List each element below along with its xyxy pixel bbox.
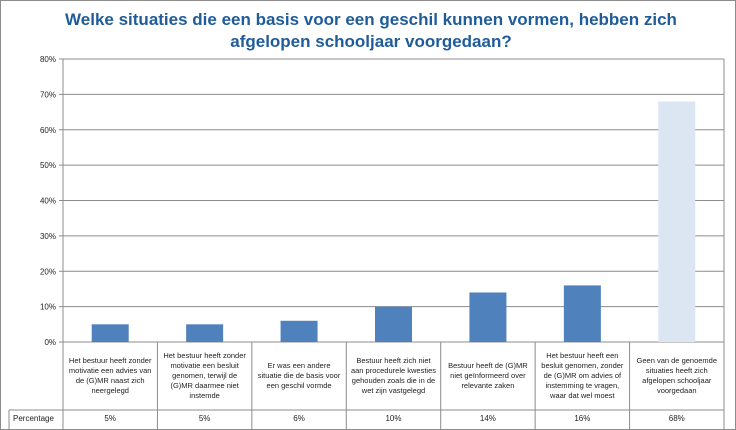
x-category-label: Het bestuur heeft zonder motivatie een b… [163, 351, 246, 400]
bar [563, 285, 601, 342]
data-table-value: 10% [385, 414, 402, 423]
data-table-value: 5% [104, 414, 116, 423]
y-tick-label: 60% [40, 126, 56, 135]
data-table-value: 6% [293, 414, 305, 423]
y-tick-label: 50% [40, 161, 56, 170]
bar [658, 101, 696, 342]
data-table-value: 68% [668, 414, 685, 423]
x-category-label: Bestuur heeft de (G)MR niet geïnformeerd… [448, 361, 528, 390]
bar [186, 324, 224, 342]
data-table-value: 5% [198, 414, 211, 423]
chart-title: Welke situaties die een basis voor een g… [65, 10, 677, 51]
y-tick-label: 40% [40, 197, 56, 206]
data-table-value: 14% [479, 414, 496, 423]
y-tick-label: 10% [40, 303, 56, 312]
bar [469, 292, 507, 342]
y-tick-label: 30% [40, 232, 56, 241]
bar [91, 324, 129, 342]
y-tick-label: 80% [40, 55, 56, 64]
x-category-label: Er was een andere situatie die de basis … [257, 361, 341, 390]
y-tick-label: 20% [40, 267, 56, 276]
x-category-label: Bestuur heeft zich niet aan procedurele … [350, 356, 437, 395]
x-category-label: Geen van de genoemde situaties heeft zic… [636, 356, 718, 395]
x-category-label: Het bestuur heeft een besluit genomen, z… [541, 351, 624, 400]
data-table-series-label: Percentage [13, 414, 54, 423]
y-tick-label: 0% [44, 338, 56, 347]
x-category-label: Het bestuur heeft zonder motivatie een a… [68, 356, 152, 395]
bar [375, 306, 412, 342]
y-tick-label: 70% [40, 90, 56, 99]
data-table-value: 16% [574, 414, 591, 423]
bar [280, 320, 318, 342]
